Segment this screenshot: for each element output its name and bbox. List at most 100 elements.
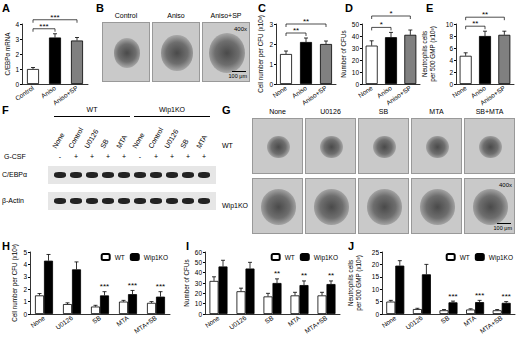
svg-text:**: **	[293, 26, 299, 35]
svg-text:1: 1	[269, 61, 273, 68]
svg-text:10: 10	[446, 21, 454, 28]
svg-text:U0126: U0126	[54, 314, 74, 331]
svg-text:**: **	[472, 19, 478, 28]
svg-text:4: 4	[449, 57, 453, 64]
svg-text:A: A	[2, 2, 10, 14]
svg-text:30: 30	[195, 280, 203, 287]
svg-text:None: None	[357, 84, 374, 99]
svg-text:Cell number per CFU (x10³): Cell number per CFU (x10³)	[11, 244, 19, 322]
svg-text:***: ***	[50, 13, 59, 22]
svg-text:**: **	[482, 10, 488, 19]
svg-text:0: 0	[198, 311, 202, 318]
svg-text:MTA: MTA	[462, 314, 477, 328]
svg-text:per 500 GMP (x10³): per 500 GMP (x10³)	[355, 255, 363, 311]
svg-text:***: ***	[128, 281, 137, 290]
svg-text:20: 20	[372, 261, 380, 268]
svg-text:SB: SB	[91, 314, 102, 325]
svg-text:10: 10	[195, 300, 203, 307]
svg-text:None: None	[204, 314, 221, 329]
svg-text:60: 60	[195, 249, 203, 256]
svg-text:U0126: U0126	[228, 314, 248, 331]
svg-text:3: 3	[269, 21, 273, 28]
svg-text:None: None	[451, 84, 468, 99]
svg-text:Wip1KO: Wip1KO	[489, 254, 513, 262]
svg-text:5: 5	[23, 249, 27, 256]
svg-text:U0126: U0126	[404, 314, 424, 331]
svg-text:0: 0	[449, 81, 453, 88]
svg-text:WT: WT	[460, 254, 470, 261]
svg-text:Aniso+SP: Aniso+SP	[385, 84, 413, 106]
svg-text:0: 0	[23, 311, 27, 318]
svg-text:I: I	[186, 240, 189, 252]
svg-text:D: D	[345, 2, 353, 14]
svg-text:20: 20	[352, 57, 360, 64]
svg-text:40: 40	[195, 269, 203, 276]
svg-text:***: ***	[448, 292, 457, 301]
svg-text:10: 10	[372, 286, 380, 293]
svg-text:0: 0	[375, 311, 379, 318]
svg-text:Wip1KO: Wip1KO	[314, 254, 338, 262]
svg-text:Aniso: Aniso	[40, 84, 58, 99]
svg-text:Aniso+SP: Aniso+SP	[300, 84, 328, 106]
svg-text:per 500 GMP (x10³): per 500 GMP (x10³)	[429, 26, 437, 82]
svg-text:1: 1	[15, 66, 19, 73]
svg-text:20: 20	[195, 290, 203, 297]
svg-text:C: C	[258, 2, 266, 14]
svg-text:50: 50	[195, 259, 203, 266]
svg-text:None: None	[271, 84, 288, 99]
svg-text:15: 15	[372, 273, 380, 280]
svg-text:1: 1	[23, 298, 27, 305]
svg-text:Number of CFUs: Number of CFUs	[340, 30, 347, 77]
svg-text:10: 10	[352, 69, 360, 76]
svg-text:Cell number per CFU (x10³): Cell number per CFU (x10³)	[257, 15, 265, 93]
svg-text:E: E	[426, 2, 433, 14]
svg-text:Wip1KO: Wip1KO	[144, 254, 168, 262]
svg-text:MTA: MTA	[115, 314, 130, 328]
svg-text:WT: WT	[285, 254, 295, 261]
svg-text:Aniso+SP: Aniso+SP	[479, 84, 507, 106]
svg-text:J: J	[348, 240, 354, 252]
svg-text:SB: SB	[439, 314, 450, 325]
svg-text:0: 0	[269, 81, 273, 88]
svg-text:5: 5	[375, 298, 379, 305]
svg-text:MTA+SB: MTA+SB	[479, 314, 504, 334]
svg-text:2: 2	[23, 286, 27, 293]
svg-text:Control: Control	[14, 84, 36, 102]
svg-text:*: *	[389, 9, 392, 18]
svg-text:Aniso+SP: Aniso+SP	[51, 84, 79, 106]
svg-text:4: 4	[23, 261, 27, 268]
svg-text:2: 2	[15, 51, 19, 58]
svg-text:*: *	[380, 20, 383, 29]
svg-text:2: 2	[269, 41, 273, 48]
svg-text:H: H	[2, 240, 10, 252]
svg-text:**: **	[274, 269, 280, 278]
svg-text:***: ***	[100, 282, 109, 291]
svg-text:50: 50	[352, 21, 360, 28]
svg-text:MTA+SB: MTA+SB	[303, 314, 328, 334]
svg-text:4: 4	[15, 21, 19, 28]
svg-text:2: 2	[449, 69, 453, 76]
svg-text:3: 3	[23, 273, 27, 280]
svg-text:WT: WT	[115, 254, 125, 261]
svg-text:None: None	[29, 314, 46, 329]
svg-text:**: **	[328, 271, 334, 280]
svg-text:0: 0	[15, 81, 19, 88]
svg-text:MTA+SB: MTA+SB	[133, 314, 158, 334]
svg-text:8: 8	[449, 33, 453, 40]
svg-text:3: 3	[15, 36, 19, 43]
svg-text:Number of CFUs: Number of CFUs	[183, 259, 190, 306]
svg-text:***: ***	[502, 292, 511, 301]
svg-text:SB: SB	[263, 314, 274, 325]
svg-text:***: ***	[156, 282, 165, 291]
svg-text:30: 30	[352, 45, 360, 52]
svg-text:6: 6	[449, 45, 453, 52]
svg-text:**: **	[301, 271, 307, 280]
svg-text:C/EBPα mRNA: C/EBPα mRNA	[4, 32, 11, 76]
svg-text:0: 0	[355, 81, 359, 88]
svg-text:None: None	[381, 314, 398, 329]
svg-text:MTA: MTA	[287, 314, 302, 328]
svg-text:***: ***	[475, 291, 484, 300]
svg-text:***: ***	[39, 22, 48, 31]
svg-text:40: 40	[352, 33, 360, 40]
svg-text:25: 25	[372, 249, 380, 256]
